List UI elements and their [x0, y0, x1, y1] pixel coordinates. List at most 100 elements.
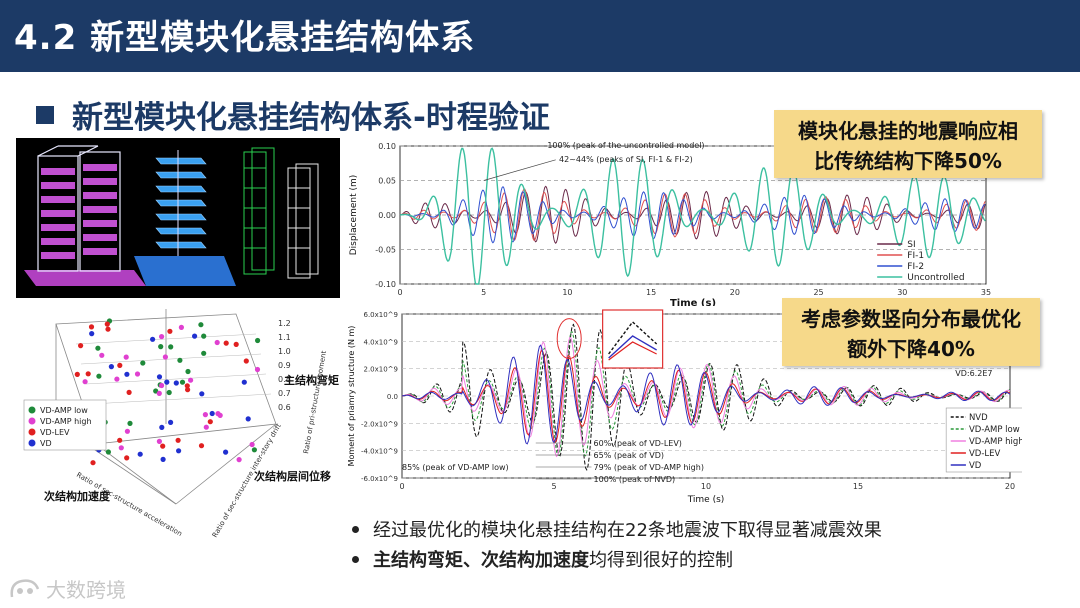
z-tick-label: 0.9 [278, 361, 291, 370]
x-tick-label: 0 [397, 288, 402, 297]
scatter-point [124, 455, 130, 461]
scatter-point [185, 368, 191, 375]
callout-top: 模块化悬挂的地震响应相 比传统结构下降50% [774, 110, 1042, 178]
y-axis-label: Displacement (m) [349, 175, 359, 256]
section-heading: 新型模块化悬挂结构体系-时程验证 [36, 92, 550, 137]
scatter-point [175, 437, 181, 443]
scatter-point [150, 336, 156, 342]
watermark-text: 大数跨境 [46, 578, 126, 602]
scatter-point [166, 389, 172, 396]
scatter-point [214, 339, 220, 346]
scatter-point [233, 341, 239, 347]
x-tick-label: 30 [897, 288, 907, 297]
scatter-point [134, 371, 141, 377]
x-tick-label: 20 [730, 288, 740, 297]
callout-top-line2: 比传统结构下降50% [814, 149, 1002, 173]
watermark: 大数跨境 [8, 574, 126, 603]
scatter-point [105, 326, 111, 332]
scatter-point [85, 371, 91, 377]
bullet-item: 主结构弯矩、次结构加速度 均得到很好的控制 [352, 544, 882, 574]
page-title: 4.2 新型模块化悬挂结构体系 [14, 18, 476, 58]
scatter-point [123, 354, 129, 360]
legend-label: NVD [969, 413, 988, 423]
annotation-label: 79% (peak of VD-AMP high) [594, 463, 704, 472]
legend-label: VD-AMP low [969, 425, 1020, 435]
bullet-dot-icon [352, 525, 359, 533]
z-tick-label: 0.6 [278, 403, 291, 412]
bullet-item: 经过最优化的模块化悬挂结构在22条地震波下取得显著减震效果 [352, 514, 882, 544]
zoom-inset [602, 309, 664, 369]
scatter-point [88, 324, 95, 330]
x-tick-label: 5 [481, 288, 486, 297]
scatter-point [156, 390, 162, 396]
legend-label: FI-1 [907, 251, 924, 261]
scatter-point [124, 371, 130, 377]
legend-label: VD-AMP high [40, 417, 92, 426]
scatter-point [99, 352, 105, 358]
x-tick-label: 15 [853, 482, 863, 491]
scatter-point [236, 457, 242, 463]
x-tick-label: 10 [562, 288, 572, 297]
inset-line [608, 341, 657, 361]
scatter-point [78, 343, 84, 349]
scatter-point [159, 334, 165, 340]
legend-label: SI [907, 240, 915, 250]
legend-box [945, 407, 1022, 473]
scatter-point [117, 437, 123, 443]
scatter-point [202, 412, 208, 418]
series-line-fi-2 [399, 185, 986, 244]
scatter-point [188, 377, 194, 383]
y-tick-label: 0.05 [378, 177, 396, 186]
y-tick-label: -4.0x10^9 [361, 448, 398, 456]
z-axis-title: Ratio of pri-structure moment [302, 350, 328, 454]
callout-top-line1: 模块化悬挂的地震响应相 [798, 119, 1018, 143]
scatter-point [164, 379, 170, 385]
legend-marker [28, 428, 36, 436]
x-tick-label: 20 [1005, 482, 1015, 491]
scatter-point [108, 364, 114, 370]
y-tick-label: 4.0x10^9 [363, 338, 398, 346]
scatter-point [124, 428, 130, 434]
y-axis-label: Moment of priamry structure (N m) [347, 326, 356, 467]
series-line-uncontrolled [399, 147, 986, 285]
scatter-point [209, 410, 215, 417]
scatter-point [215, 411, 221, 417]
scatter-point [159, 424, 165, 430]
annotation-label: 42~44% (peaks of SI, FI-1 & FI-2) [559, 155, 693, 164]
bullet-text-2-rest: 均得到很好的控制 [589, 550, 733, 571]
annotation-label: 100% (peak of the uncontrolled model) [547, 141, 704, 150]
annotation-label: 65% (peak of VD) [594, 451, 665, 460]
x-axis-label: Time (s) [687, 495, 725, 505]
legend-label: VD-LEV [40, 428, 70, 437]
x-axis-title: Ratio of sec-structure acceleration [75, 471, 183, 538]
legend-label: VD-AMP high [969, 437, 1022, 447]
legend-label: FI-2 [907, 262, 924, 272]
scatter-point [95, 345, 101, 351]
scatter-point [173, 380, 179, 386]
displacement-chart: 0.10 0.05 0.00 -0.05 -0.10 0 5 10 15 20 25 30 35 Time… [342, 138, 1002, 306]
series-line-fi-1 [399, 188, 986, 241]
scatter-point [255, 337, 261, 344]
y-tick-label: -0.05 [375, 246, 396, 255]
legend-label: VD [40, 439, 52, 448]
bullet-text-1: 经过最优化的模块化悬挂结构在22条地震波下取得显著减震效果 [373, 520, 882, 541]
scatter-point [140, 360, 146, 366]
section-title: 新型模块化悬挂结构体系-时程验证 [72, 100, 550, 136]
structure-model-image [16, 138, 340, 298]
legend-label: Uncontrolled [907, 273, 964, 283]
scatter-point [207, 419, 213, 425]
scatter-point [89, 331, 95, 337]
annotation-label: VD:6.2E7 [955, 369, 992, 378]
scatter-point [185, 387, 191, 393]
y-tick-label: 0.0 [387, 393, 398, 401]
x-axis-label: Time (s) [670, 298, 716, 306]
scatter-point [162, 354, 168, 360]
legend-marker [28, 439, 36, 447]
scatter-point [254, 366, 261, 373]
scatter-point [82, 379, 88, 385]
callout-bottom-line2: 额外下降40% [847, 337, 975, 361]
series-line-vd [401, 344, 1011, 445]
bullet-list: 经过最优化的模块化悬挂结构在22条地震波下取得显著减震效果 主结构弯矩、次结构加… [352, 514, 882, 574]
scatter-point [90, 460, 96, 466]
scatter-point [177, 357, 183, 363]
